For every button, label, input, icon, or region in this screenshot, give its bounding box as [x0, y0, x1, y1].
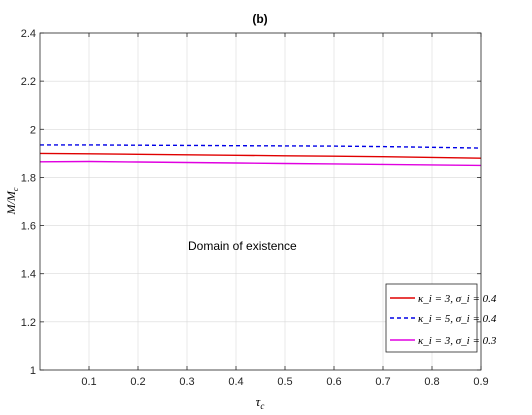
x-tick-label: 0.7 [375, 376, 390, 388]
x-tick-label: 0.9 [473, 376, 488, 388]
plot-frame [39, 32, 482, 371]
x-tick-label: 0.4 [228, 376, 243, 388]
x-axis-label: τc [256, 394, 265, 411]
x-tick-label: 0.6 [326, 376, 341, 388]
x-tick-label: 0.3 [179, 376, 194, 388]
y-tick-label: 1 [30, 365, 36, 377]
y-tick-label: 2.4 [21, 28, 36, 40]
y-axis-label: M/Mc [4, 187, 20, 215]
axis-ticks: 0.1 0.2 0.3 0.4 0.5 0.6 0.7 0.8 0.9 1 1.2 1.4 1.6 1.8… [21, 28, 489, 388]
series-line-2 [40, 144, 482, 149]
x-tick-label: 0.8 [424, 376, 439, 388]
y-tick-label: 1.6 [21, 221, 36, 233]
legend: κ_i = 3, σ_i = 0.4 κ_i = 5, σ_i = 0.4 κ_i … [385, 283, 497, 353]
y-tick-label: 2 [30, 124, 36, 136]
annotation-domain: Domain of existence [188, 239, 297, 253]
series-line-1 [39, 152, 482, 159]
x-tick-label: 0.1 [81, 376, 96, 388]
y-tick-label: 1.4 [21, 269, 36, 281]
chart-title: (b) [252, 12, 267, 26]
y-tick-label: 1.2 [21, 317, 36, 329]
y-tick-label: 2.2 [21, 76, 36, 88]
series-line-3 [39, 160, 482, 167]
legend-label-3: κ_i = 3, σ_i = 0.3 [418, 335, 497, 347]
y-tick-label: 1.8 [21, 172, 36, 184]
legend-label-1: κ_i = 3, σ_i = 0.4 [418, 293, 497, 305]
series-group [39, 144, 482, 167]
x-tick-label: 0.5 [277, 376, 292, 388]
x-tick-label: 0.2 [130, 376, 145, 388]
legend-label-2: κ_i = 5, σ_i = 0.4 [418, 313, 497, 325]
